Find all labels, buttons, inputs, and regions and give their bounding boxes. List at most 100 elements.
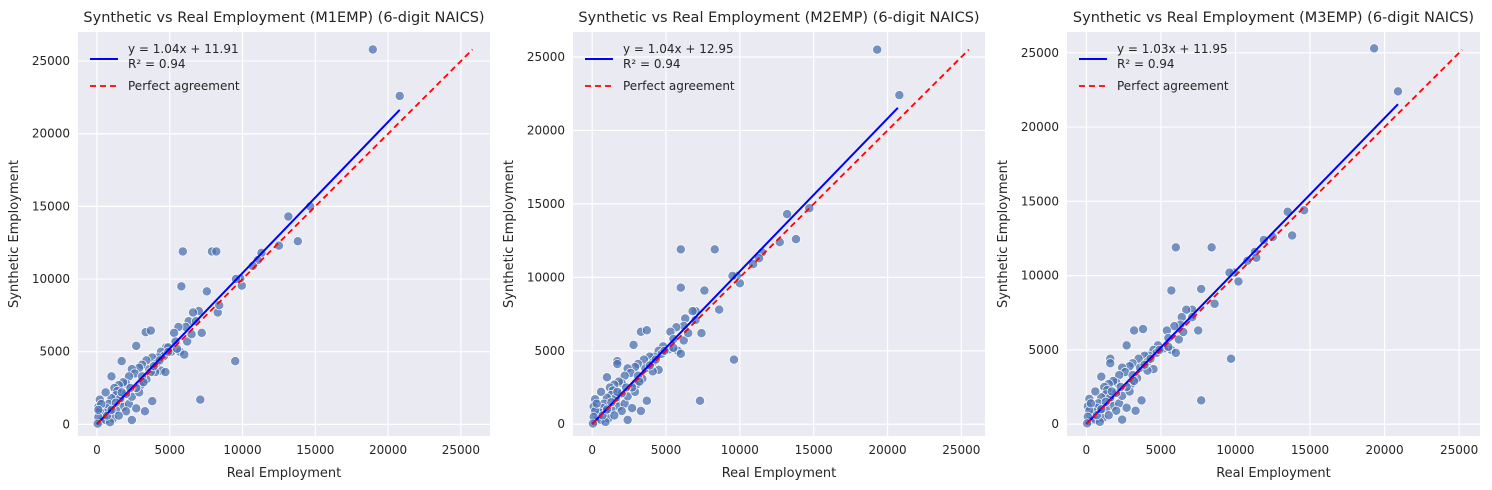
data-point: [1287, 230, 1298, 241]
y-tick-label: 10000: [527, 270, 565, 284]
chart-title: Synthetic vs Real Employment (M3EMP) (6-…: [1073, 10, 1474, 26]
data-point: [110, 397, 121, 408]
data-point: [675, 348, 686, 359]
data-point: [606, 397, 617, 408]
legend-fit-equation: y = 1.04x + 11.91: [128, 42, 239, 56]
data-point: [140, 406, 150, 417]
x-tick-label: 25000: [1440, 443, 1478, 457]
x-tick-label: 20000: [369, 443, 407, 457]
data-point: [214, 300, 225, 311]
legend-fit-r2: R² = 0.94: [623, 57, 681, 71]
x-tick-label: 0: [1083, 443, 1091, 457]
data-point: [894, 90, 905, 101]
regression-line: [96, 109, 401, 425]
data-point: [1209, 298, 1220, 309]
y-tick-label: 25000: [1021, 46, 1059, 60]
y-axis-label: Synthetic Employment: [996, 160, 1011, 308]
data-point: [635, 406, 646, 416]
data-point: [273, 240, 284, 251]
data-point: [1130, 405, 1141, 416]
data-point: [113, 410, 124, 421]
y-tick-label: 0: [1051, 417, 1059, 431]
data-point: [1193, 325, 1204, 336]
x-axis-label: Real Employment: [1216, 466, 1331, 481]
regression-line: [1085, 103, 1399, 425]
data-point: [1085, 398, 1096, 409]
legend-fit-r2: R² = 0.94: [128, 57, 186, 71]
data-point: [678, 335, 689, 346]
data-point: [1096, 371, 1107, 382]
data-point: [659, 345, 670, 356]
y-tick-label: 20000: [527, 123, 565, 137]
chart-panel-2: 0 5000 10000 15000 20000 25000 0 5000 10000 15000…: [502, 10, 985, 481]
y-tick-label: 10000: [32, 272, 70, 286]
data-point: [283, 211, 294, 222]
data-point: [100, 387, 111, 398]
legend-identity-label: Perfect agreement: [128, 79, 240, 93]
data-point: [690, 314, 701, 325]
data-point: [1106, 386, 1117, 397]
data-point: [1251, 252, 1262, 263]
x-tick-label: 5000: [1146, 443, 1177, 457]
y-axis-label: Synthetic Employment: [502, 160, 517, 308]
x-tick-label: 15000: [296, 443, 334, 457]
data-point: [195, 394, 206, 405]
data-point: [1258, 234, 1269, 245]
data-point: [1173, 334, 1184, 345]
data-point: [106, 371, 117, 382]
x-tick-label: 10000: [1216, 443, 1254, 457]
data-point: [93, 404, 104, 415]
y-tick-label: 15000: [32, 199, 70, 213]
x-tick-label: 0: [588, 443, 596, 457]
data-point: [616, 406, 627, 416]
legend-identity-label: Perfect agreement: [1117, 79, 1229, 93]
data-point: [727, 270, 738, 281]
x-tick-label: 5000: [651, 443, 682, 457]
data-point: [367, 44, 378, 55]
data-point: [699, 285, 710, 296]
data-point: [230, 356, 241, 367]
data-point: [687, 306, 698, 317]
y-tick-label: 5000: [534, 344, 565, 358]
data-point: [131, 403, 142, 414]
y-tick-label: 20000: [32, 127, 70, 141]
data-point: [709, 244, 720, 255]
perfect-agreement-line: [96, 48, 474, 426]
data-point: [201, 286, 212, 297]
legend-fit-equation: y = 1.04x + 12.95: [623, 42, 734, 56]
x-tick-label: 5000: [154, 443, 185, 457]
data-point: [641, 325, 652, 336]
data-point: [188, 307, 198, 318]
x-tick-label: 10000: [223, 443, 261, 457]
data-point: [609, 410, 620, 421]
data-point: [1226, 353, 1236, 364]
data-point: [1129, 325, 1140, 336]
data-point: [1170, 242, 1181, 253]
data-point: [1187, 312, 1198, 323]
data-point: [1100, 396, 1111, 407]
data-point: [1090, 386, 1101, 397]
data-point: [782, 209, 793, 220]
data-point: [612, 359, 623, 369]
x-axis-label: Real Employment: [722, 466, 837, 481]
x-tick-label: 20000: [1365, 443, 1403, 457]
data-point: [182, 336, 193, 347]
data-point: [1299, 205, 1310, 216]
y-tick-label: 15000: [1021, 194, 1059, 208]
data-point: [145, 325, 156, 336]
data-point: [1166, 285, 1177, 296]
data-point: [163, 346, 174, 357]
x-tick-label: 10000: [721, 443, 759, 457]
data-point: [1393, 86, 1403, 97]
chart-title: Synthetic vs Real Employment (M2EMP) (6-…: [578, 10, 979, 26]
data-point: [1121, 340, 1132, 351]
data-point: [628, 339, 639, 350]
chart-panel-1: 0 5000 10000 15000 20000 25000 0 5000 10000 15000…: [7, 10, 490, 481]
data-point: [1136, 395, 1147, 406]
data-point: [147, 396, 158, 407]
data-point: [1103, 410, 1114, 421]
y-tick-label: 5000: [1028, 343, 1059, 357]
data-point: [1369, 43, 1380, 54]
data-point: [791, 234, 801, 245]
